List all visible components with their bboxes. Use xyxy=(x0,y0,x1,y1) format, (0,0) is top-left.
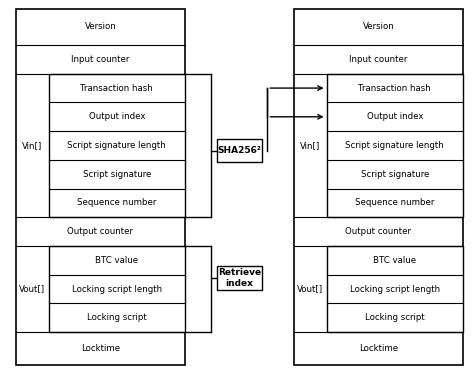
Bar xyxy=(217,139,262,162)
Text: Retrieve
index: Retrieve index xyxy=(218,268,261,288)
Text: Sequence number: Sequence number xyxy=(77,198,156,208)
Text: Output counter: Output counter xyxy=(346,227,411,236)
Text: Vin[]: Vin[] xyxy=(300,141,320,150)
Bar xyxy=(327,74,463,217)
Text: Vin[]: Vin[] xyxy=(22,141,42,150)
Text: Transaction hash: Transaction hash xyxy=(81,83,153,93)
Text: SHA256²: SHA256² xyxy=(218,146,261,155)
Bar xyxy=(327,246,463,332)
Text: Vout[]: Vout[] xyxy=(297,285,323,294)
Text: Input counter: Input counter xyxy=(71,55,129,64)
Bar xyxy=(48,74,185,217)
Text: Script signature length: Script signature length xyxy=(67,141,166,150)
Text: Script signature: Script signature xyxy=(361,170,429,179)
Text: Version: Version xyxy=(363,22,394,31)
Text: BTC value: BTC value xyxy=(374,256,417,265)
Text: Sequence number: Sequence number xyxy=(355,198,435,208)
Text: Output index: Output index xyxy=(89,112,145,121)
Bar xyxy=(48,246,185,332)
Text: Input counter: Input counter xyxy=(349,55,408,64)
Text: Locking script length: Locking script length xyxy=(350,285,440,294)
Text: Locking script length: Locking script length xyxy=(72,285,162,294)
Text: Output index: Output index xyxy=(366,112,423,121)
Text: Locktime: Locktime xyxy=(81,344,120,353)
Text: Output counter: Output counter xyxy=(67,227,133,236)
Bar xyxy=(217,266,262,290)
Bar xyxy=(293,9,463,365)
Text: Transaction hash: Transaction hash xyxy=(358,83,431,93)
Text: Script signature length: Script signature length xyxy=(346,141,444,150)
Text: BTC value: BTC value xyxy=(95,256,138,265)
Text: Locking script: Locking script xyxy=(365,313,425,322)
Bar xyxy=(16,9,185,365)
Text: Version: Version xyxy=(84,22,116,31)
Text: Vout[]: Vout[] xyxy=(19,285,45,294)
Text: Script signature: Script signature xyxy=(82,170,151,179)
Text: Locktime: Locktime xyxy=(359,344,398,353)
Text: Locking script: Locking script xyxy=(87,313,147,322)
